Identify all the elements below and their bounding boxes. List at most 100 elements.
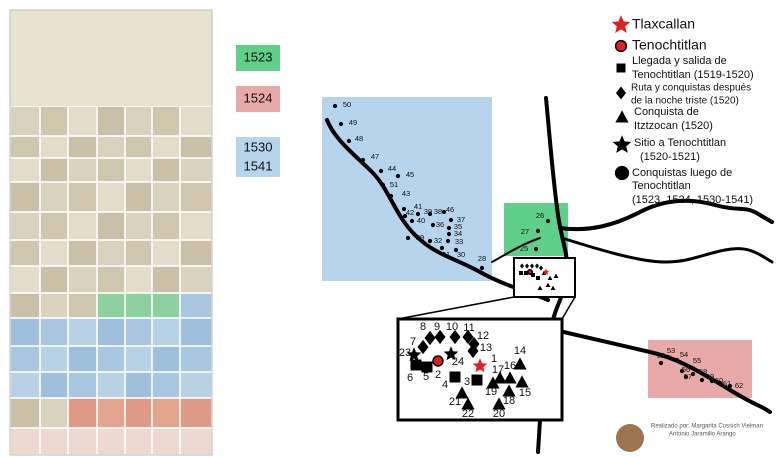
region-1530 — [322, 97, 492, 281]
point-label: 25 — [520, 244, 528, 253]
triangle — [461, 397, 475, 410]
codex-panel — [97, 266, 125, 293]
point-label: 61 — [723, 379, 731, 388]
ring — [614, 39, 628, 53]
point-label: 12 — [477, 330, 489, 342]
codex-panel — [40, 158, 68, 182]
square — [531, 273, 535, 277]
point-label: 44 — [388, 164, 396, 173]
point-label: 16 — [504, 360, 516, 372]
dot — [360, 157, 366, 163]
point-label: 31 — [442, 250, 450, 259]
dot — [395, 173, 401, 179]
point-label: 27 — [521, 227, 529, 236]
diamond — [535, 263, 539, 269]
codex-panel — [152, 346, 180, 372]
dot — [690, 371, 696, 377]
year-label: 1530 — [244, 139, 273, 154]
codex-panel — [125, 266, 152, 293]
codex-panel — [180, 318, 212, 346]
codex-panel — [10, 428, 40, 455]
codex-panel — [152, 318, 180, 346]
point-label: 2 — [435, 369, 441, 381]
dot — [533, 246, 539, 252]
codex-panel — [125, 293, 152, 318]
dot — [479, 265, 485, 271]
point-label: 19 — [485, 386, 497, 398]
diamond — [525, 263, 529, 269]
point-label: 14 — [514, 345, 526, 357]
codex-panel — [180, 398, 212, 428]
dot — [427, 211, 433, 217]
point-label: 33 — [455, 237, 463, 246]
point-label: 15 — [519, 387, 531, 399]
point-label: 34 — [454, 229, 462, 238]
star — [611, 15, 631, 33]
codex-panel — [40, 398, 68, 428]
codex-panel — [10, 182, 40, 212]
codex-panel — [68, 346, 97, 372]
codex-panel — [97, 106, 125, 136]
codex-panel — [68, 212, 97, 240]
codex-panel — [40, 212, 68, 240]
square — [524, 271, 528, 275]
codex-panel — [125, 106, 152, 136]
dot — [658, 360, 664, 366]
codex-panel — [68, 158, 97, 182]
point-label: 35 — [454, 222, 462, 231]
star — [542, 268, 550, 275]
diamond — [539, 265, 543, 271]
triangle — [492, 397, 506, 410]
point-label: 28 — [478, 254, 486, 263]
legend-label: (1520-1521) — [640, 151, 700, 163]
codex-panel — [68, 266, 97, 293]
diamond — [417, 339, 429, 355]
codex-panel — [10, 372, 40, 398]
point-label: 41 — [414, 202, 422, 211]
point-label: 36 — [436, 220, 444, 229]
codex-panel — [152, 212, 180, 240]
codex-panel — [180, 182, 212, 212]
point-label: 40 — [417, 216, 425, 225]
triangle — [502, 384, 516, 397]
dot — [405, 235, 411, 241]
codex-panel — [125, 346, 152, 372]
codex-panel — [125, 398, 152, 428]
codex-panel — [97, 398, 125, 428]
square — [410, 359, 422, 371]
region-1524 — [648, 340, 752, 398]
dot — [346, 138, 352, 144]
codex-panel — [152, 106, 180, 136]
diamond — [530, 263, 534, 269]
point-label: 56 — [682, 365, 690, 374]
dot — [332, 103, 338, 109]
legend-label: (1523, 1524, 1530-1541) — [632, 194, 753, 206]
point-label: 30 — [457, 250, 465, 259]
point-label: 6 — [407, 372, 413, 384]
codex-panel — [68, 293, 97, 318]
codex-panel — [125, 136, 152, 158]
square — [449, 371, 461, 383]
point-label: 51 — [390, 180, 398, 189]
triangle — [503, 371, 517, 384]
codex-panel — [40, 106, 68, 136]
square — [616, 63, 626, 73]
codex-panel — [10, 136, 40, 158]
credit: Antonio Jaramillo Arango — [669, 432, 736, 438]
star — [612, 135, 632, 153]
square — [519, 271, 523, 275]
square — [471, 374, 483, 386]
diamond — [424, 330, 436, 346]
point-label: 7 — [410, 336, 416, 348]
triangle — [615, 110, 629, 123]
point-label: 49 — [349, 118, 357, 127]
codex-panel — [68, 182, 97, 212]
dot — [535, 228, 541, 234]
codex-panel — [10, 398, 40, 428]
codex-image — [9, 9, 213, 456]
point-label: 43 — [402, 189, 410, 198]
codex-panel — [97, 182, 125, 212]
circle — [614, 165, 630, 181]
point-label: 20 — [493, 408, 505, 420]
